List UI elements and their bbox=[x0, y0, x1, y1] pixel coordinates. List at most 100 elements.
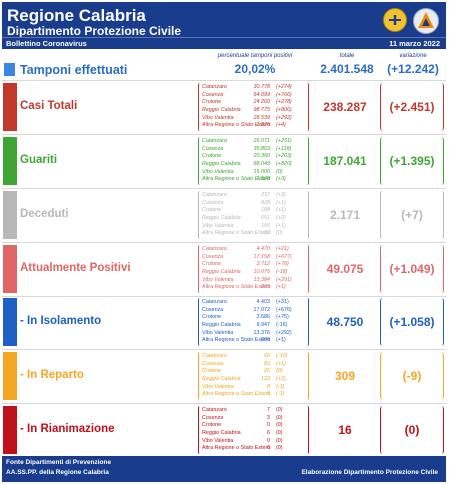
province-name: Cosenza bbox=[202, 414, 224, 421]
province-value: 10.075 bbox=[253, 269, 271, 276]
province-delta: (-16) bbox=[276, 322, 288, 329]
province-delta: (+278) bbox=[276, 99, 292, 106]
province-row: Catanzaro 4.470 (+21) bbox=[199, 246, 308, 254]
province-value: 13.384 bbox=[253, 276, 271, 283]
province-value: 83 bbox=[264, 360, 270, 367]
section-total: 49.075 bbox=[326, 262, 364, 276]
province-row: Altra Regione o Stato Estero 12 (0) bbox=[199, 230, 308, 238]
province-value: 266 bbox=[261, 284, 270, 291]
province-row: Altra Regione o Stato Estero 1.568 (+3) bbox=[199, 176, 308, 184]
province-name: Crotone bbox=[202, 207, 222, 214]
section-variation: (+1.395) bbox=[380, 137, 444, 185]
province-row: Crotone 3.686 (+75) bbox=[199, 314, 308, 322]
province-delta: (+676) bbox=[276, 306, 292, 313]
province-delta: (+203) bbox=[276, 153, 292, 160]
province-name: Catanzaro bbox=[202, 299, 227, 305]
tamponi-color-bar bbox=[4, 63, 15, 76]
province-value: 9.947 bbox=[256, 322, 271, 329]
province-value: 237 bbox=[261, 192, 270, 198]
tamponi-total: 2.401.548 bbox=[320, 62, 374, 76]
divider bbox=[2, 188, 446, 189]
province-value: 3 bbox=[267, 414, 270, 421]
province-name: Cosenza bbox=[202, 253, 224, 260]
province-value: 17.072 bbox=[253, 306, 271, 313]
province-value: 26.071 bbox=[253, 138, 271, 144]
province-row: Crotone 26 (0) bbox=[199, 368, 308, 376]
column-header-total: totale bbox=[339, 53, 355, 59]
province-name: Catanzaro bbox=[202, 192, 227, 198]
province-delta: (+118) bbox=[276, 145, 292, 152]
province-name: Crotone bbox=[202, 368, 222, 375]
province-row: Cosenza 828 (+1) bbox=[199, 200, 308, 208]
province-name: Vibo Valentia bbox=[202, 276, 234, 283]
province-row: Altra Regione o Stato Estero 266 (+1) bbox=[199, 284, 308, 292]
province-name: Crotone bbox=[202, 314, 222, 321]
header-subtitle: Dipartimento Protezione Civile bbox=[7, 24, 182, 38]
section-color-bar bbox=[3, 352, 17, 400]
province-row: Vibo Valentia 8 (-1) bbox=[199, 384, 308, 392]
province-value: 1.568 bbox=[256, 176, 271, 183]
province-row: Vibo Valentia 13.384 (+291) bbox=[199, 277, 308, 285]
province-delta: (+1) bbox=[276, 284, 286, 291]
section-total: 16 bbox=[338, 423, 352, 437]
section-variation: (+1.049) bbox=[380, 245, 444, 293]
province-value: 3.686 bbox=[256, 314, 271, 321]
province-value: 8 bbox=[267, 383, 270, 390]
province-row: Altra Regione o Stato Estero 1.876 (+4) bbox=[199, 122, 308, 130]
province-value: 1.876 bbox=[256, 122, 271, 129]
section-label: Deceduti bbox=[20, 208, 69, 220]
section-label: - In Reparto bbox=[20, 369, 84, 381]
province-name: Catanzaro bbox=[202, 84, 227, 90]
province-name: Cosenza bbox=[202, 306, 224, 313]
province-name: Reggio Calabria bbox=[202, 376, 241, 383]
province-name: Reggio Calabria bbox=[202, 215, 241, 222]
province-value: 98.775 bbox=[253, 107, 271, 114]
section-total: 309 bbox=[334, 369, 356, 383]
province-value: 3.712 bbox=[256, 261, 271, 268]
province-row: Catanzaro 237 (+3) bbox=[199, 192, 308, 200]
province-name: Altra Regione o Stato Estero bbox=[202, 391, 271, 398]
province-name: Crotone bbox=[202, 261, 222, 268]
province-value: 4.470 bbox=[256, 246, 271, 252]
province-delta: (+291) bbox=[276, 276, 292, 283]
province-name: Reggio Calabria bbox=[202, 322, 241, 329]
province-row: Crotone 0 (0) bbox=[199, 422, 308, 430]
section-variation: (+7) bbox=[380, 191, 444, 239]
province-delta: (-1) bbox=[276, 391, 285, 398]
province-delta: (+677) bbox=[276, 253, 292, 260]
province-value: 28.539 bbox=[253, 114, 271, 121]
province-delta: (0) bbox=[276, 368, 283, 375]
footer-credit: Elaborazione Dipartimento Protezione Civ… bbox=[301, 469, 438, 476]
province-value: 60 bbox=[264, 353, 270, 359]
province-value: 35.863 bbox=[253, 145, 271, 152]
section-color-bar bbox=[3, 191, 17, 239]
province-name: Altra Regione o Stato Estero bbox=[202, 445, 271, 452]
province-name: Vibo Valentia bbox=[202, 383, 234, 390]
footer-source-line1: Fonte Dipartimenti di Prevenzione bbox=[6, 459, 112, 466]
province-delta: (+1) bbox=[276, 360, 286, 367]
section-color-bar bbox=[3, 406, 17, 454]
province-name: Vibo Valentia bbox=[202, 114, 234, 121]
section-block: - In Reparto Catanzaro 60 (-10) Cosenza 83 (+1… bbox=[0, 352, 450, 402]
section-color-bar bbox=[3, 245, 17, 293]
region-emblem-icon bbox=[383, 8, 407, 32]
section-color-bar bbox=[3, 298, 17, 346]
section-variation: (0) bbox=[380, 406, 444, 454]
province-value: 88.049 bbox=[253, 161, 271, 168]
province-delta: (+21) bbox=[276, 246, 289, 252]
province-name: Vibo Valentia bbox=[202, 168, 234, 175]
province-delta: (0) bbox=[276, 414, 283, 421]
province-value: 7 bbox=[267, 407, 270, 413]
province-value: 266 bbox=[261, 337, 270, 344]
province-row: Vibo Valentia 0 (0) bbox=[199, 438, 308, 446]
province-breakdown: Catanzaro 7 (0) Cosenza 3 (0) Crotone 0 (0) Reggi… bbox=[198, 406, 309, 454]
section-color-bar bbox=[3, 137, 17, 185]
tamponi-percent: 20,02% bbox=[234, 62, 276, 76]
province-delta: (+1) bbox=[276, 222, 286, 229]
province-row: Cosenza 54.099 (+766) bbox=[199, 92, 308, 100]
province-name: Altra Regione o Stato Estero bbox=[202, 230, 271, 237]
province-name: Catanzaro bbox=[202, 246, 227, 252]
province-row: Reggio Calabria 9.947 (-16) bbox=[199, 322, 308, 330]
divider bbox=[2, 134, 446, 135]
province-breakdown: Catanzaro 4.403 (+31) Cosenza 17.072 (+676) Cr… bbox=[198, 298, 309, 346]
